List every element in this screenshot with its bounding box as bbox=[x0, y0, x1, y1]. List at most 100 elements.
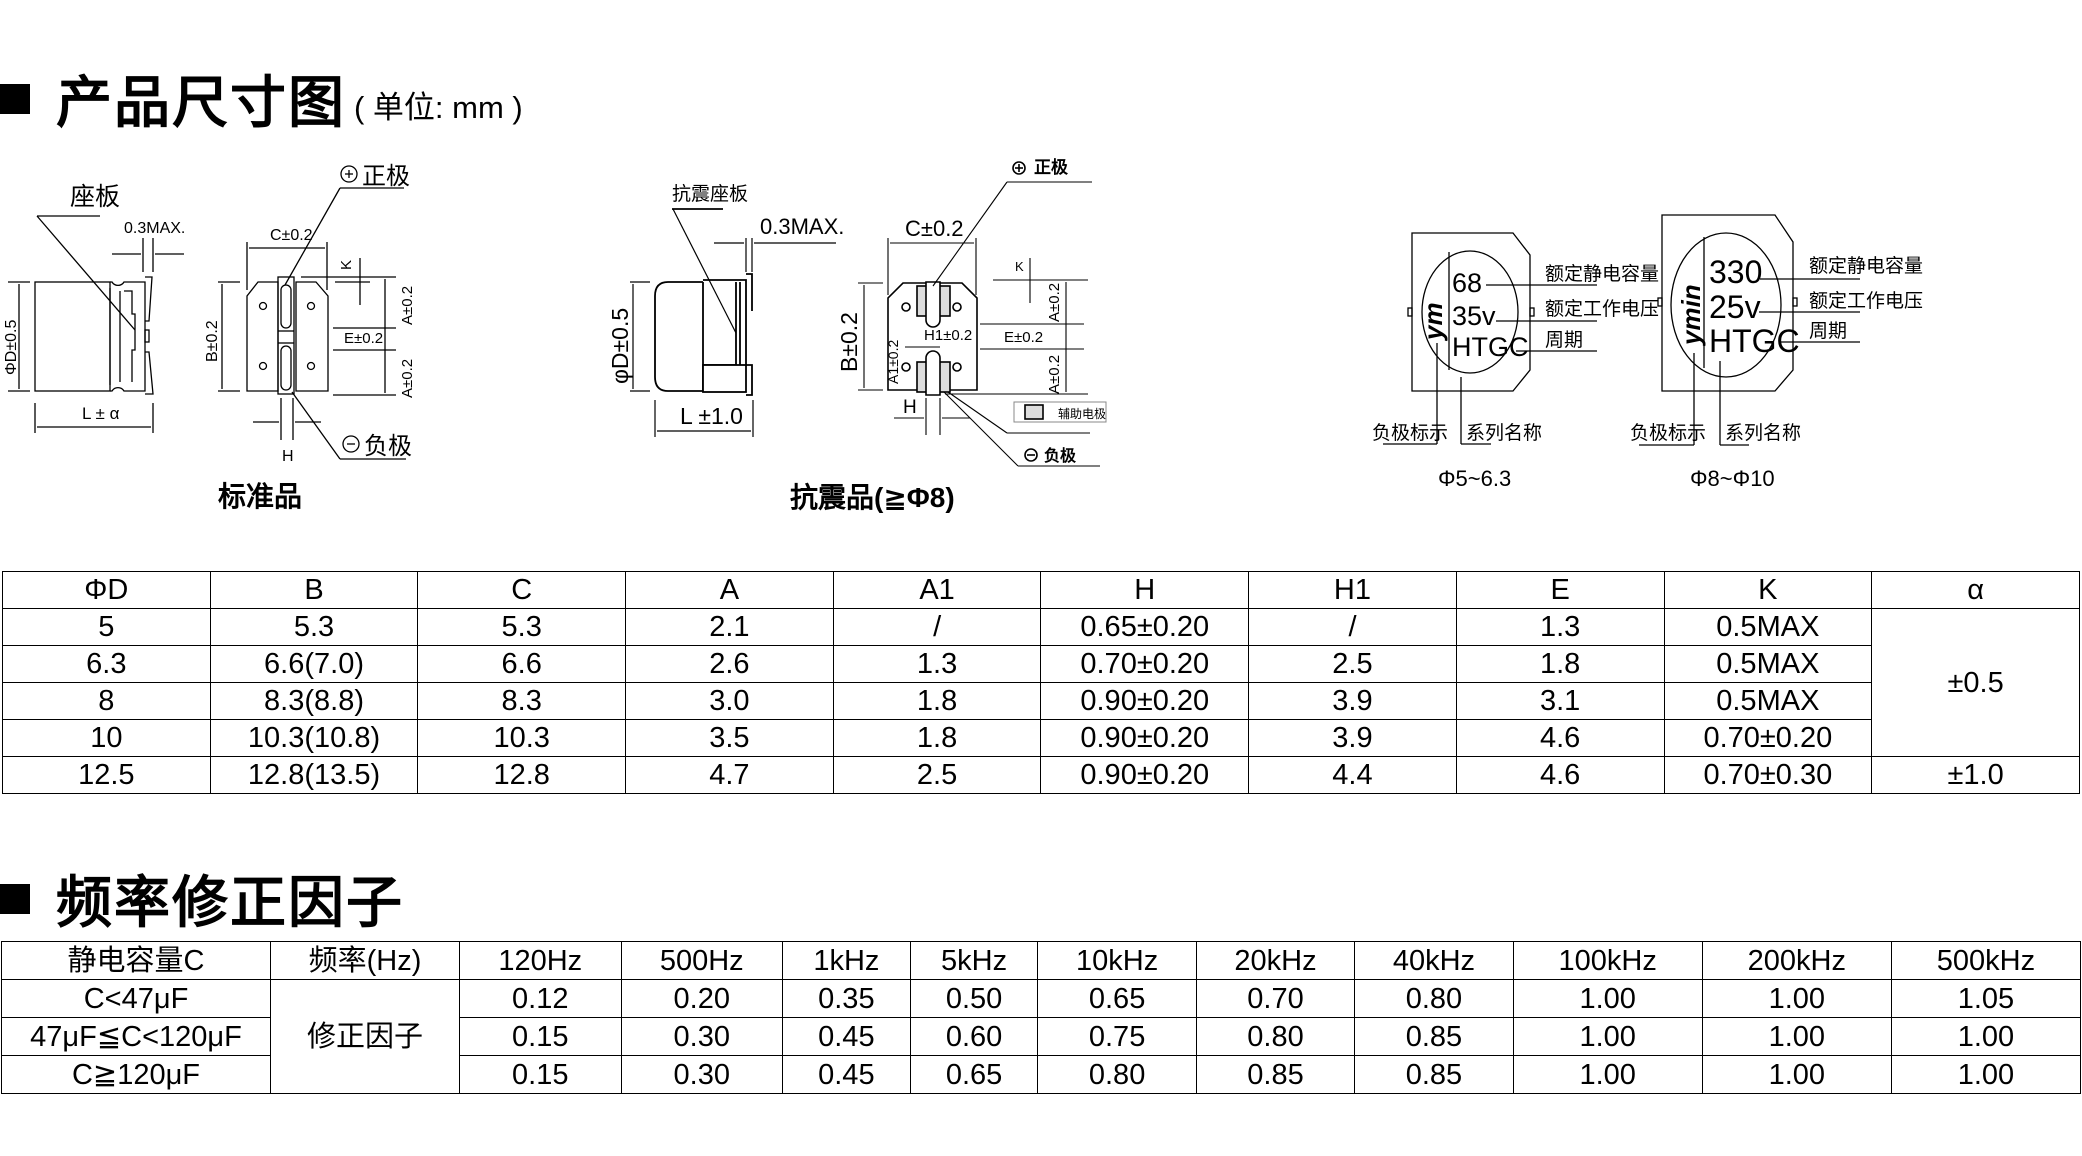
seat-label: 座板 bbox=[70, 183, 120, 211]
table-row: 5 5.3 5.3 2.1/0.65±0.20/1.3 0.5MAX ±0.5 bbox=[2, 608, 2080, 757]
table-cell: 0.15 bbox=[459, 1017, 622, 1056]
bullet-square-icon bbox=[0, 83, 30, 114]
table-cell: 3.1 bbox=[1455, 682, 1665, 720]
volt-label: 额定工作电压 bbox=[1545, 298, 1659, 320]
table-cell: 2.1 bbox=[625, 608, 834, 646]
table-cell: / bbox=[1248, 608, 1457, 646]
table-cell: 10.3 bbox=[417, 719, 627, 757]
a-label-bottom: A±0.2 bbox=[399, 359, 416, 398]
table-cell: 0.85 bbox=[1195, 1055, 1356, 1094]
marking-large-diagram bbox=[1639, 214, 1860, 446]
column-header: 1kHz bbox=[782, 941, 911, 980]
table-header-row: 静电容量C 频率(Hz) 120Hz 500Hz 1kHz 5kHz 10kHz 20kHz 4… bbox=[1, 941, 2082, 980]
e-label: E±0.2 bbox=[344, 330, 383, 347]
table-cell: 5 bbox=[2, 608, 211, 646]
antivib-max-label: 0.3MAX. bbox=[760, 214, 844, 239]
antivib-c-label: C±0.2 bbox=[905, 216, 964, 241]
table-cell: 2.5 bbox=[1248, 645, 1457, 683]
antivib-a-label-bottom: A±0.2 bbox=[1046, 355, 1063, 394]
antivib-a-label-top: A±0.2 bbox=[1046, 283, 1063, 322]
table-cell: 0.5MAX bbox=[1663, 645, 1873, 683]
table-cell: 12.5 bbox=[2, 756, 211, 794]
column-header: 500kHz bbox=[1890, 941, 2082, 980]
phid-label: ΦD±0.5 bbox=[3, 320, 20, 375]
table-cell: 10.3(10.8) bbox=[209, 719, 419, 757]
capacitance-cell: 47μF≦C<120μF bbox=[1, 1017, 271, 1056]
column-header: K bbox=[1663, 571, 1873, 609]
table-cell: 1.00 bbox=[1512, 979, 1703, 1018]
antivib-negative-label: 负极 bbox=[1044, 446, 1077, 465]
table-cell: 4.6 bbox=[1455, 719, 1665, 757]
table-cell: 0.70 bbox=[1195, 979, 1356, 1018]
column-header: 10kHz bbox=[1037, 941, 1197, 980]
unit-label: ( 单位: mm ) bbox=[354, 90, 523, 125]
table-cell: 6.3 bbox=[2, 645, 211, 683]
column-header: 40kHz bbox=[1354, 941, 1514, 980]
table-cell: 3.9 bbox=[1248, 719, 1457, 757]
column-header: 200kHz bbox=[1701, 941, 1892, 980]
table-cell: 8.3 bbox=[417, 682, 627, 720]
l-label: L ± α bbox=[82, 404, 120, 423]
table-cell: 0.45 bbox=[782, 1055, 911, 1094]
large-volt-label: 额定工作电压 bbox=[1809, 290, 1923, 312]
period-label: 周期 bbox=[1545, 329, 1583, 351]
bullet-square-icon bbox=[0, 883, 30, 914]
capacitance-cell: C<47μF bbox=[1, 979, 271, 1018]
brand-logo: ym bbox=[1418, 302, 1448, 342]
table-cell: 3.0 bbox=[625, 682, 834, 720]
large-period-label: 周期 bbox=[1809, 320, 1847, 342]
table-cell: 0.80 bbox=[1354, 979, 1514, 1018]
table-cell: 0.30 bbox=[620, 1017, 783, 1056]
max-label: 0.3MAX. bbox=[124, 220, 185, 237]
table-cell: 1.3 bbox=[1455, 608, 1665, 646]
table-row: 12.5 12.8(13.5) 12.8 4.7 2.5 0.90±0.20 4.4 4.6 0… bbox=[2, 756, 2080, 794]
table-cell: 12.8 bbox=[417, 756, 627, 794]
c-label: C±0.2 bbox=[270, 227, 313, 244]
table-cell: 1.8 bbox=[832, 682, 1042, 720]
antivib-a1-label: A1±0.2 bbox=[885, 340, 901, 384]
column-header: 500Hz bbox=[620, 941, 783, 980]
antivib-b-label: B±0.2 bbox=[836, 312, 862, 372]
marking-series: HTGC bbox=[1452, 332, 1529, 362]
table-cell: 0.70±0.20 bbox=[1040, 645, 1250, 683]
marking-small-caption: Φ5~6.3 bbox=[1438, 466, 1511, 491]
table-row: 47μF≦C<120μF 0.15 0.30 0.45 0.60 0.75 0.80 0.85… bbox=[1, 1017, 2082, 1056]
table-cell: 2.6 bbox=[625, 645, 834, 683]
column-header: 频率(Hz) bbox=[270, 941, 460, 980]
table-cell: 1.00 bbox=[1512, 1055, 1703, 1094]
standard-side-view bbox=[8, 215, 184, 433]
table-cell: 0.20 bbox=[620, 979, 783, 1018]
column-header: α bbox=[1871, 571, 2080, 609]
table-cell: 1.00 bbox=[1701, 1055, 1892, 1094]
neg-mark-label: 负极标示 bbox=[1372, 422, 1448, 444]
alpha-cell: ±1.0 bbox=[1871, 756, 2080, 794]
table-cell: 3.5 bbox=[625, 719, 834, 757]
column-header: H bbox=[1040, 571, 1250, 609]
aux-electrode-label: 辅助电极 bbox=[1058, 407, 1106, 421]
marking-large-caption: Φ8~Φ10 bbox=[1690, 466, 1775, 491]
column-header: 20kHz bbox=[1195, 941, 1356, 980]
table-cell: 0.65 bbox=[909, 1055, 1039, 1094]
table-cell: 0.75 bbox=[1037, 1017, 1197, 1056]
table-cell: 6.6(7.0) bbox=[209, 645, 419, 683]
table-row: 10 10.3(10.8) 10.3 3.5 1.8 0.90±0.20 3.9 4.6 0.7… bbox=[2, 719, 2080, 757]
negative-label: 负极 bbox=[364, 433, 412, 460]
standard-bottom-view bbox=[218, 165, 406, 460]
table-cell: 1.8 bbox=[832, 719, 1042, 757]
table-cell: 0.90±0.20 bbox=[1040, 756, 1250, 794]
table-cell: 8 bbox=[2, 682, 211, 720]
antivib-h-label: H bbox=[903, 397, 917, 418]
cap-label: 额定静电容量 bbox=[1545, 263, 1659, 285]
table-cell: 0.70±0.30 bbox=[1663, 756, 1873, 794]
table-cell: 0.65±0.20 bbox=[1040, 608, 1250, 646]
column-header: C bbox=[417, 571, 627, 609]
large-series-label: 系列名称 bbox=[1725, 422, 1801, 444]
table-cell: 12.8(13.5) bbox=[209, 756, 419, 794]
frequency-factor-table: 静电容量C 频率(Hz) 120Hz 500Hz 1kHz 5kHz 10kHz 20kHz 4… bbox=[1, 941, 2082, 1094]
table-cell: 8.3(8.8) bbox=[209, 682, 419, 720]
table-cell: 0.80 bbox=[1037, 1055, 1197, 1094]
marking-large-volt: 25v bbox=[1709, 289, 1761, 325]
table-cell: 1.00 bbox=[1701, 1017, 1892, 1056]
